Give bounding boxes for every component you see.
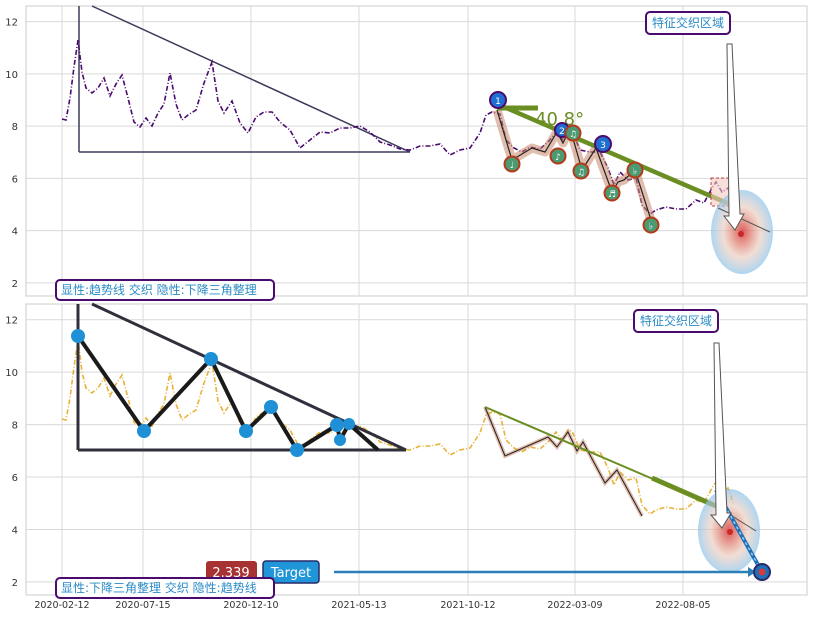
- projection-line-dash: [715, 489, 763, 573]
- y-tick-label: 4: [12, 227, 18, 238]
- svg-text:♫: ♫: [569, 130, 577, 140]
- top-y-ticks: 2 4 6 8 10 12: [5, 18, 18, 290]
- note-marker: ♬: [603, 184, 621, 202]
- svg-text:2: 2: [559, 127, 565, 137]
- svg-text:♪: ♪: [555, 153, 561, 163]
- note-marker: ♪: [549, 147, 567, 165]
- y-tick-label: 6: [12, 174, 18, 185]
- svg-text:♫: ♫: [577, 168, 585, 178]
- svg-text:3: 3: [600, 141, 606, 151]
- top-zigzag: [496, 109, 652, 221]
- note-marker: ♫: [572, 162, 590, 180]
- x-tick-label: 2020-07-15: [115, 600, 170, 611]
- y-tick-label: 2: [12, 279, 18, 290]
- y-tick-label: 4: [12, 525, 18, 536]
- target-label-badge: Target: [262, 560, 320, 584]
- bottom-zone-arrow: [709, 342, 732, 529]
- y-tick-label: 8: [12, 122, 18, 133]
- bottom-panel: 2 4 6 8 10 12: [5, 302, 808, 611]
- top-caption: 显性:趋势线 交织 隐性:下降三角整理: [55, 279, 275, 301]
- top-zone-arrow: [722, 43, 745, 231]
- top-trend-line: [496, 101, 735, 209]
- top-plot-frame: [25, 5, 808, 297]
- svg-text:特征交织区域: 特征交织区域: [640, 313, 712, 328]
- top-markers: 1 2 3 ♩ ♫ ♪ ♫ ♬ ♭ ♭: [489, 91, 660, 234]
- top-price-line: [61, 39, 735, 216]
- marker-3: 3: [594, 135, 612, 153]
- triangle-hypotenuse: [91, 5, 411, 153]
- pivot-point: [137, 424, 151, 438]
- top-zone-center: [738, 231, 744, 237]
- pivot-point: [343, 418, 355, 430]
- svg-text:♩: ♩: [510, 161, 514, 171]
- y-tick-label: 2: [12, 578, 18, 589]
- pivot-point: [330, 418, 344, 432]
- note-marker: ♭: [626, 161, 644, 179]
- bottom-zone-label: 特征交织区域: [633, 309, 719, 333]
- x-tick-label: 2021-05-13: [331, 600, 386, 611]
- x-axis-ticks: 2020-02-12 2020-07-15 2020-12-10 2021-05-13…: [34, 600, 710, 611]
- y-tick-label: 10: [5, 368, 18, 379]
- note-marker: ♫: [564, 124, 582, 142]
- x-tick-label: 2020-02-12: [34, 600, 89, 611]
- y-tick-label: 8: [12, 421, 18, 432]
- x-tick-label: 2022-03-09: [547, 600, 602, 611]
- pivot-point: [264, 400, 278, 414]
- x-tick-label: 2022-08-05: [655, 600, 710, 611]
- svg-text:特征交织区域: 特征交织区域: [652, 15, 724, 30]
- svg-text:显性:下降三角整理 交织 隐性:趋势线: 显性:下降三角整理 交织 隐性:趋势线: [61, 580, 257, 595]
- pivot-point: [334, 434, 346, 446]
- target-arrowhead: [748, 567, 756, 577]
- y-tick-label: 12: [5, 316, 18, 327]
- bottom-zone-center: [727, 529, 733, 535]
- marker-1: 1: [489, 91, 507, 109]
- svg-text:♬: ♬: [608, 190, 616, 200]
- bottom-right-zigzag: [484, 406, 643, 517]
- svg-text:♭: ♭: [633, 167, 637, 177]
- note-marker: ♭: [642, 216, 660, 234]
- bottom-price-line: [61, 339, 735, 516]
- target-dot-center: [758, 568, 766, 576]
- bottom-caption: 显性:下降三角整理 交织 隐性:趋势线: [55, 577, 275, 599]
- bottom-y-ticks: 2 4 6 8 10 12: [5, 316, 18, 589]
- note-marker: ♩: [503, 155, 521, 173]
- svg-text:1: 1: [495, 97, 501, 107]
- top-zone-line: [717, 207, 771, 233]
- y-tick-label: 6: [12, 473, 18, 484]
- y-tick-label: 12: [5, 18, 18, 29]
- y-tick-label: 10: [5, 70, 18, 81]
- top-triangle: [78, 5, 411, 153]
- pivot-point: [290, 443, 304, 457]
- pivot-point: [239, 424, 253, 438]
- bottom-trend-thick: [650, 475, 718, 509]
- bottom-zigzag: [76, 334, 380, 452]
- pivot-point: [71, 329, 85, 343]
- x-tick-label: 2020-12-10: [223, 600, 278, 611]
- pivot-point: [204, 352, 218, 366]
- x-tick-label: 2021-10-12: [440, 600, 495, 611]
- top-zone-label: 特征交织区域: [645, 11, 731, 35]
- svg-text:Target: Target: [270, 566, 311, 581]
- bottom-pivots: [71, 329, 355, 457]
- svg-text:显性:趋势线 交织 隐性:下降三角整理: 显性:趋势线 交织 隐性:下降三角整理: [61, 282, 257, 297]
- svg-text:♭: ♭: [649, 222, 653, 232]
